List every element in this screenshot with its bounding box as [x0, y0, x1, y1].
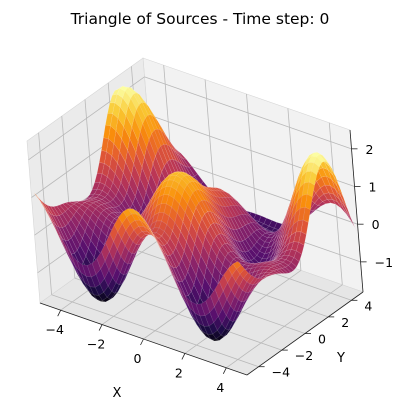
x-tick-mark: [181, 353, 186, 360]
y-tick-label: 0: [318, 332, 326, 347]
y-tick-label: 4: [364, 298, 372, 313]
surface-mesh: [30, 85, 359, 342]
x-axis-label: X: [113, 386, 122, 401]
surface-patch: [298, 231, 307, 246]
surface-patch: [309, 171, 317, 186]
y-tick-label: −4: [272, 365, 290, 380]
surface-patch: [267, 272, 277, 275]
x-tick-label: 2: [175, 365, 183, 380]
chart-title: Triangle of Sources - Time step: 0: [70, 10, 330, 28]
y-axis-label: Y: [336, 351, 345, 366]
x-tick-mark: [222, 367, 227, 374]
x-tick-label: −2: [87, 337, 105, 352]
surface-patch: [337, 186, 348, 208]
surface-patch: [236, 264, 245, 275]
surface-patch: [313, 156, 323, 168]
z-tick-label: 0: [372, 217, 380, 232]
surface-patch: [256, 277, 265, 285]
surface-patch: [302, 207, 311, 223]
surface-patch: [316, 154, 326, 163]
surface-patch: [325, 159, 336, 176]
z-tick-label: −1: [375, 255, 393, 270]
z-tick-label: 2: [366, 142, 374, 157]
surface-patch: [293, 250, 302, 262]
z-axis-line: [349, 129, 364, 293]
y-grid-line: [51, 294, 259, 368]
x-tick-mark: [98, 324, 103, 331]
y-tick-label: 2: [341, 315, 349, 330]
y-tick-label: −2: [295, 348, 313, 363]
surface-patch: [288, 262, 297, 271]
x-tick-mark: [57, 310, 62, 317]
surface-patch: [333, 175, 344, 197]
x-tick-label: 0: [134, 351, 142, 366]
surface-patch: [232, 261, 242, 270]
z-grid-line: [144, 76, 352, 150]
surface-patch: [296, 242, 305, 255]
x-tick-label: −4: [45, 322, 63, 337]
surface-patch: [322, 155, 332, 169]
x-tick-label: 4: [216, 380, 224, 395]
x-tick-mark: [140, 338, 144, 346]
surface-patch: [311, 162, 320, 176]
y-grid-line: [38, 132, 52, 295]
z-tick-label: 1: [369, 180, 377, 195]
